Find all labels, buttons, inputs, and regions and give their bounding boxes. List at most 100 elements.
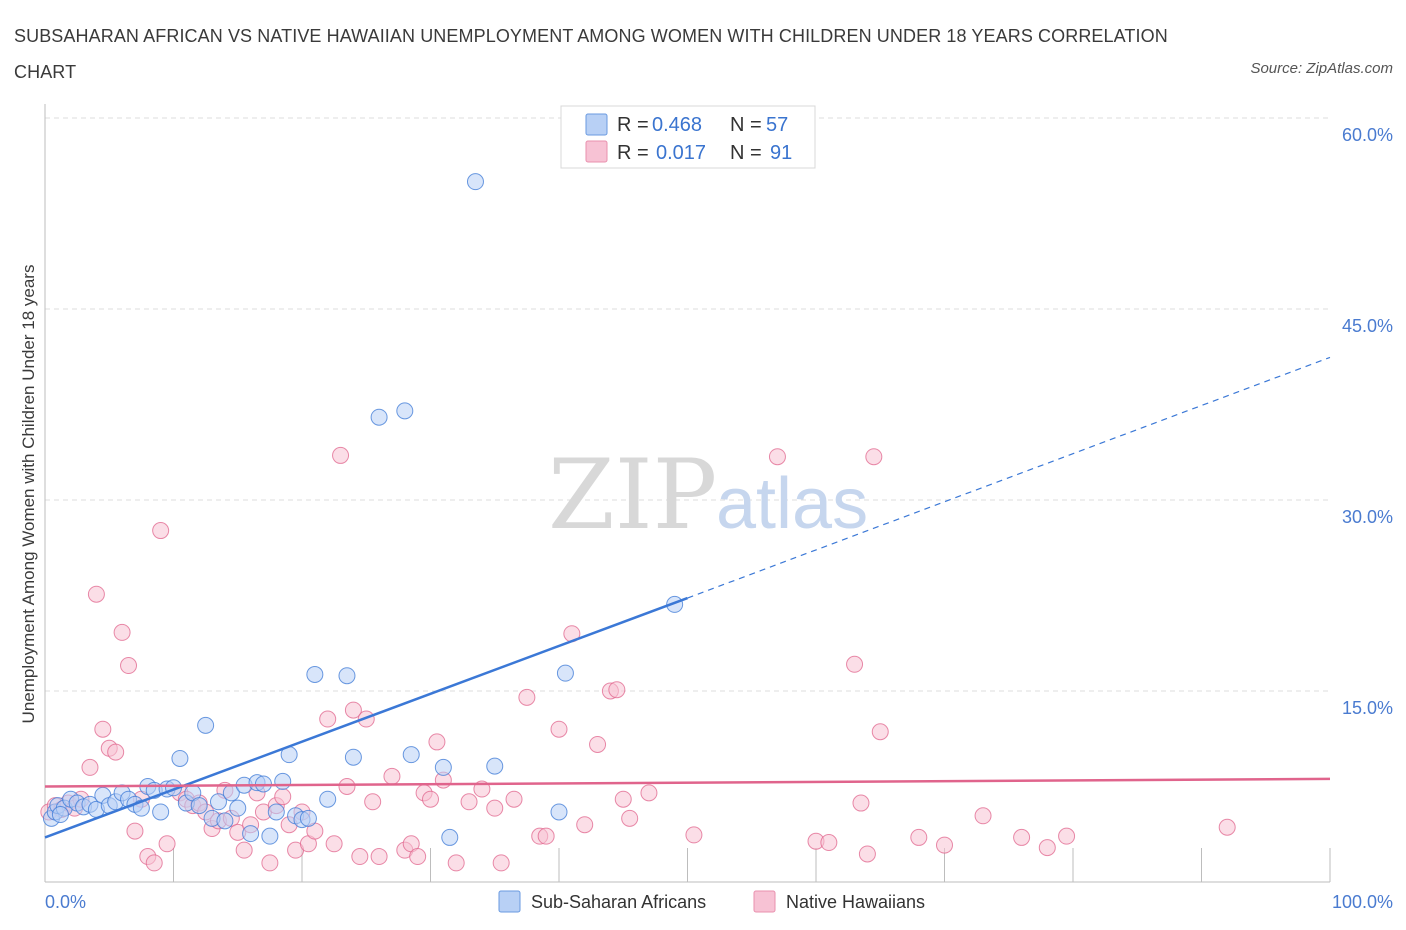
legend-n-value-1: 57 bbox=[766, 114, 788, 136]
data-point bbox=[370, 848, 388, 866]
data-point bbox=[621, 809, 639, 827]
data-point bbox=[871, 723, 889, 741]
data-point bbox=[396, 402, 414, 420]
data-point bbox=[51, 806, 69, 824]
x-tick-label: 100.0% bbox=[1332, 892, 1393, 912]
y-tick-label: 45.0% bbox=[1342, 316, 1393, 336]
data-point bbox=[338, 667, 356, 685]
data-point bbox=[768, 448, 786, 466]
data-point bbox=[1058, 827, 1076, 845]
data-point bbox=[858, 845, 876, 863]
data-point bbox=[936, 836, 953, 854]
legend-n-value-2: 91 bbox=[770, 142, 792, 164]
trend-line-pink bbox=[44, 777, 1331, 788]
data-point bbox=[370, 408, 388, 426]
legend-swatch-blue bbox=[585, 113, 608, 136]
data-point bbox=[158, 835, 176, 853]
data-point bbox=[383, 767, 401, 785]
watermark-atlas: atlas bbox=[716, 464, 868, 544]
data-point bbox=[422, 790, 439, 808]
series-legend: Sub-Saharan Africans Native Hawaiians bbox=[498, 890, 925, 913]
data-point bbox=[409, 848, 427, 866]
data-point bbox=[852, 794, 870, 812]
legend-r-value-1: 0.468 bbox=[652, 114, 702, 136]
legend-r-label-1: R = bbox=[617, 114, 649, 136]
data-point bbox=[190, 797, 208, 815]
y-axis-label: Unemployment Among Women with Children U… bbox=[19, 265, 38, 724]
data-point bbox=[81, 758, 99, 776]
data-point bbox=[197, 716, 215, 734]
watermark-zip: ZIP bbox=[548, 439, 717, 551]
chart-title: SUBSAHARAN AFRICAN VS NATIVE HAWAIIAN UN… bbox=[14, 26, 1168, 82]
series-legend-label-blue: Sub-Saharan Africans bbox=[531, 892, 706, 912]
y-tick-label: 15.0% bbox=[1342, 698, 1393, 718]
data-point bbox=[614, 790, 632, 808]
data-point bbox=[910, 828, 928, 846]
series-legend-swatch-pink bbox=[753, 890, 776, 913]
watermark: ZIP atlas bbox=[548, 439, 868, 551]
data-point bbox=[556, 664, 574, 682]
data-point bbox=[486, 757, 504, 775]
data-point bbox=[447, 854, 465, 872]
data-point bbox=[152, 522, 170, 540]
data-point bbox=[145, 854, 163, 872]
data-point bbox=[229, 799, 247, 817]
stats-legend: R = 0.468 N = 57 R = 0.017 N = 91 bbox=[560, 105, 816, 169]
trend-line-blue bbox=[44, 596, 688, 839]
data-point bbox=[113, 623, 131, 641]
data-point bbox=[152, 803, 170, 821]
data-point bbox=[576, 816, 594, 834]
x-tick-label: 0.0% bbox=[45, 892, 86, 912]
data-point bbox=[319, 710, 337, 728]
data-point bbox=[87, 585, 105, 603]
data-point bbox=[640, 784, 658, 802]
grid bbox=[45, 117, 1330, 692]
data-point bbox=[518, 688, 536, 706]
data-point bbox=[364, 793, 382, 811]
data-point bbox=[402, 746, 420, 764]
data-point bbox=[608, 681, 626, 699]
data-point bbox=[466, 173, 484, 191]
data-point bbox=[428, 733, 446, 751]
legend-r-value-2: 0.017 bbox=[656, 142, 706, 164]
data-point bbox=[216, 812, 234, 830]
source-label: Source: ZipAtlas.com bbox=[1250, 60, 1393, 77]
data-point bbox=[120, 657, 138, 675]
data-point bbox=[338, 778, 356, 795]
series-legend-label-pink: Native Hawaiians bbox=[786, 892, 925, 912]
data-point bbox=[126, 822, 144, 840]
data-point bbox=[325, 835, 343, 853]
series-legend-swatch-blue bbox=[498, 890, 521, 913]
data-point bbox=[299, 809, 317, 827]
legend-r-label-2: R = bbox=[617, 142, 649, 164]
data-point bbox=[344, 701, 362, 719]
legend-swatch-pink bbox=[585, 140, 608, 163]
data-point bbox=[550, 803, 568, 821]
data-point bbox=[537, 827, 555, 845]
data-point bbox=[344, 748, 362, 766]
data-point bbox=[1218, 818, 1236, 836]
data-point bbox=[242, 825, 260, 843]
data-point bbox=[460, 793, 478, 811]
data-point bbox=[1013, 828, 1031, 846]
legend-n-label-1: N = bbox=[730, 114, 762, 136]
y-tick-label: 30.0% bbox=[1342, 507, 1393, 527]
data-point bbox=[267, 803, 285, 821]
y-tick-label: 60.0% bbox=[1342, 125, 1393, 145]
data-point bbox=[209, 793, 227, 811]
data-point bbox=[685, 826, 703, 844]
data-point bbox=[434, 758, 452, 776]
data-point bbox=[94, 720, 112, 738]
data-point bbox=[589, 735, 607, 753]
data-point bbox=[1038, 839, 1056, 857]
data-point bbox=[171, 749, 189, 767]
legend-n-label-2: N = bbox=[730, 142, 762, 164]
data-point bbox=[441, 828, 459, 846]
data-point bbox=[865, 448, 883, 466]
data-point bbox=[306, 665, 324, 683]
data-point bbox=[492, 854, 510, 872]
data-point bbox=[261, 827, 279, 845]
data-point bbox=[274, 788, 292, 806]
data-point bbox=[550, 720, 568, 738]
data-point bbox=[332, 446, 350, 464]
